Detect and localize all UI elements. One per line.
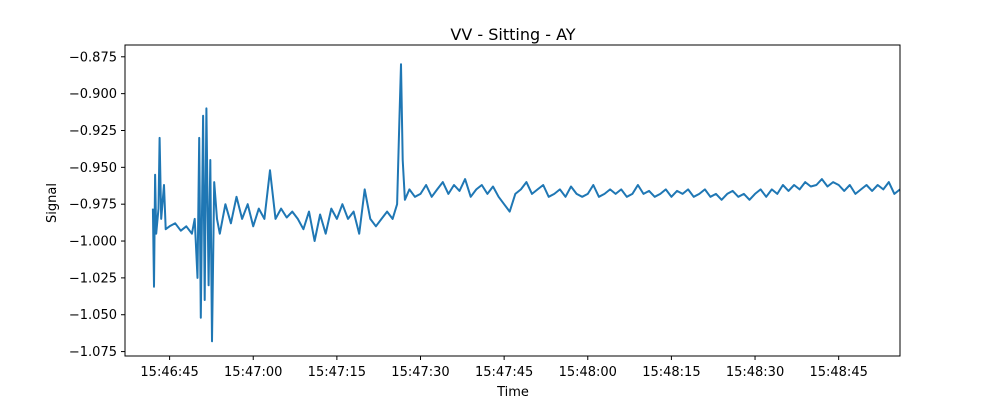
y-tick-label: −0.975 (69, 198, 117, 213)
plot-area (151, 63, 901, 343)
y-tick-label: −1.075 (69, 345, 117, 360)
plot-frame (124, 44, 901, 357)
x-tick-label: 15:48:00 (559, 365, 617, 380)
x-tick-label: 15:48:30 (726, 365, 784, 380)
x-axis-label: Time (496, 385, 529, 400)
x-tick-label: 15:46:45 (140, 365, 198, 380)
y-tick-label: −0.950 (69, 161, 117, 176)
x-tick-label: 15:47:45 (475, 365, 533, 380)
y-tick-label: −0.875 (69, 50, 117, 65)
y-tick-label: −1.025 (69, 271, 117, 286)
y-tick-label: −0.925 (69, 124, 117, 139)
x-tick-label: 15:47:15 (308, 365, 366, 380)
y-tick-label: −1.000 (69, 235, 117, 250)
y-tick-label: −1.050 (69, 308, 117, 323)
x-tick-label: 15:48:45 (809, 365, 867, 380)
chart-title: VV - Sitting - AY (450, 25, 575, 44)
series-line-0 (151, 63, 901, 343)
x-tick-label: 15:47:30 (391, 365, 449, 380)
x-tick-label: 15:47:00 (224, 365, 282, 380)
axes: −0.875 −0.900 −0.925 −0.950 −0.975 −1.000 −1.0… (69, 44, 901, 380)
x-tick-label: 15:48:15 (642, 365, 700, 380)
y-axis-label: Signal (45, 183, 60, 223)
y-tick-label: −0.900 (69, 87, 117, 102)
